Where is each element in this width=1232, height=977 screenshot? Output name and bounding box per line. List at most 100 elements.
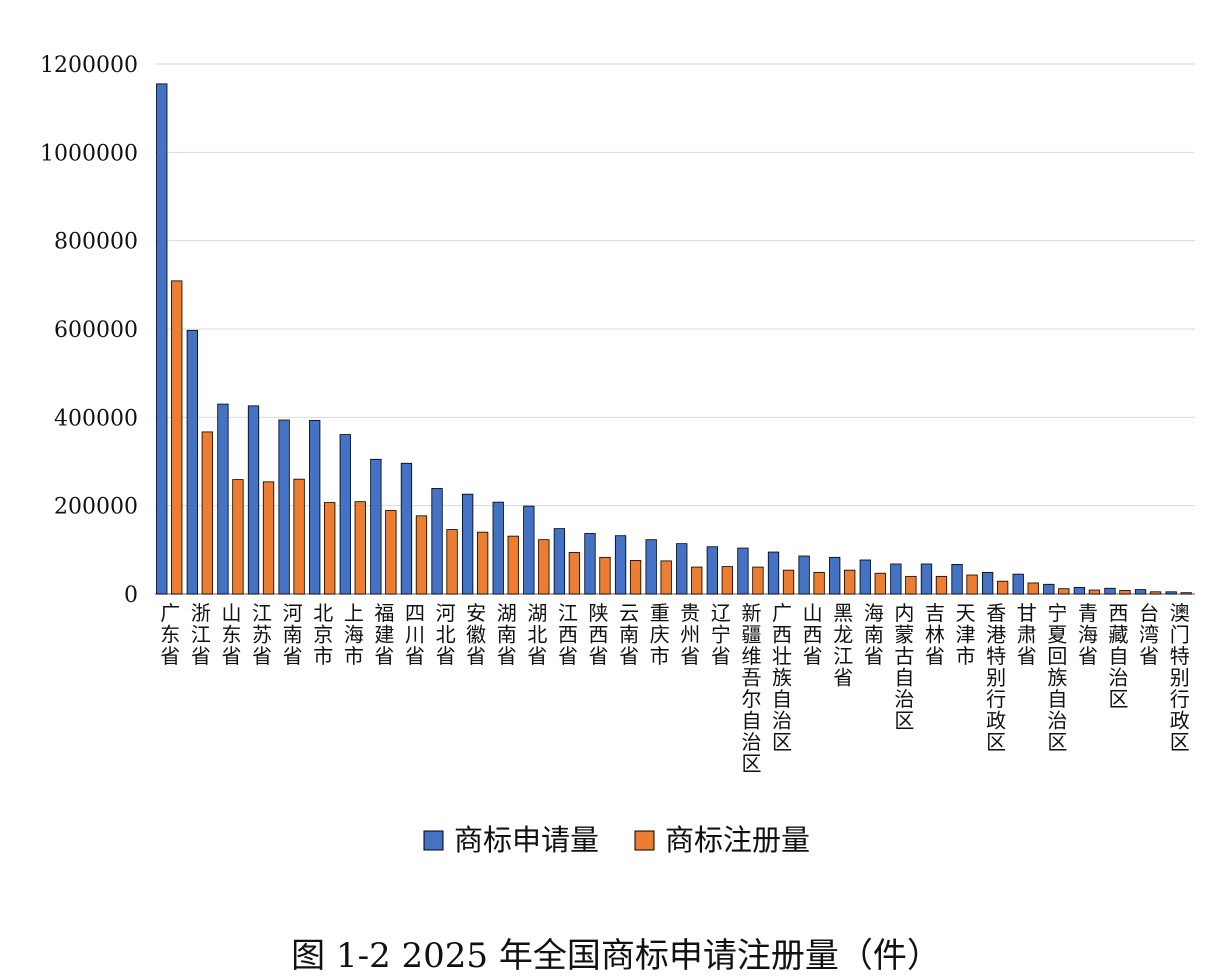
bar-application [1012,573,1024,595]
bar-application [1134,589,1147,595]
x-tick-label: 浙江省 [191,601,211,668]
y-tick-label: 1200000 [40,53,138,78]
x-tick-label: 山东省 [221,601,241,668]
bar-application [553,528,566,595]
bar-application [247,405,260,595]
bar-registration [782,569,795,595]
bar-application [981,571,994,595]
x-tick-label: 广东省 [160,601,180,668]
x-tick-label: 海南省 [864,601,884,668]
x-tick-label: 福建省 [374,601,394,668]
x-tick-label: 贵州省 [680,601,700,668]
x-tick-label: 河南省 [283,601,303,668]
bar-application [370,458,382,595]
x-tick-label: 云南省 [619,601,639,668]
bar-registration [262,481,275,595]
bar-application [461,493,474,595]
bar-application [523,505,535,595]
x-tick-label: 香港特别行政区 [986,601,1006,754]
x-tick-label: 黑龙江省 [833,601,853,690]
bar-registration [1027,582,1039,595]
x-tick-label: 青海省 [1078,601,1098,668]
bar-registration [752,566,764,595]
bar-application [706,546,718,595]
bar-application [1104,587,1116,595]
bar-registration [1180,592,1192,595]
x-tick-label: 重庆市 [650,601,670,668]
bar-application [309,420,321,595]
x-tick-label: 澳门特别行政区 [1170,601,1190,754]
x-tick-label: 山西省 [803,601,823,668]
x-tick-label: 内蒙古自治区 [894,601,914,733]
bar-registration [1119,590,1131,595]
y-tick-label: 600000 [54,318,138,343]
bar-registration [660,560,672,595]
bar-application [859,559,871,595]
x-tick-label: 广西壮族自治区 [772,601,792,754]
bar-application [584,533,596,595]
bar-application [400,462,413,595]
x-tick-label: 江苏省 [252,601,272,668]
bar-application [829,556,841,595]
bar-application [798,555,810,595]
bar-application [676,543,688,595]
x-tick-label: 吉林省 [925,601,945,668]
bar-registration [996,580,1009,595]
x-tick-label: 上海市 [344,601,364,668]
bar-application [1073,586,1086,595]
x-tick-label: 湖北省 [527,601,547,668]
bar-application [217,403,229,595]
bar-registration [874,572,886,595]
bar-application [1043,583,1055,595]
legend-swatch [634,830,655,851]
bar-application [767,551,780,595]
bar-registration [1058,588,1070,595]
bar-registration [905,575,917,595]
x-tick-label: 台湾省 [1139,601,1159,668]
bar-registration [293,478,305,595]
y-tick-label: 800000 [54,230,138,255]
bar-application [186,329,198,595]
bar-registration [935,575,948,595]
bar-application [920,563,933,595]
bar-registration [324,502,336,595]
legend-label: 商标注册量 [665,823,810,857]
bar-application [278,419,290,595]
bar-registration [599,556,611,595]
bar-application [1165,591,1177,595]
legend-swatch [423,830,444,851]
y-tick-label: 400000 [54,406,138,431]
bar-registration [813,571,825,595]
x-tick-label: 甘肃省 [1017,601,1037,668]
bar-registration [476,531,489,595]
bar-registration [568,552,581,595]
x-tick-label: 陕西省 [589,601,609,668]
y-tick-label: 200000 [54,495,138,520]
x-tick-label: 西藏自治区 [1109,601,1129,711]
bar-registration [201,431,213,595]
bar-registration [354,501,366,595]
bar-application [614,535,627,595]
x-tick-label: 宁夏回族自治区 [1047,601,1067,754]
x-tick-label: 新疆维吾尔自治区 [741,601,761,776]
legend-label: 商标申请量 [454,823,599,857]
bar-application [156,83,168,595]
x-tick-label: 湖南省 [497,601,517,668]
x-tick-label: 安徽省 [466,601,486,668]
y-tick-label: 1000000 [40,141,138,166]
bar-application [645,539,657,595]
bar-registration [1149,591,1162,595]
bar-registration [232,479,244,595]
bar-application [431,488,443,595]
bar-registration [385,510,397,595]
x-tick-label: 辽宁省 [711,601,731,668]
y-tick-label: 0 [124,583,138,608]
bar-registration [171,280,183,595]
bar-registration [966,574,978,595]
x-tick-label: 江西省 [558,601,578,668]
x-tick-label: 北京市 [313,601,333,668]
bar-registration [629,560,642,595]
bar-registration [1088,589,1101,595]
